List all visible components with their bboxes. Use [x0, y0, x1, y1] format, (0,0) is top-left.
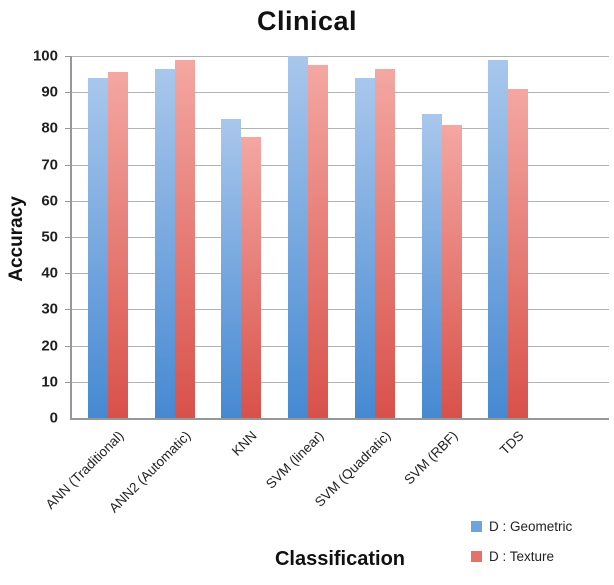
xtick-label-ann2-automatic: ANN2 (Automatic) [105, 428, 194, 516]
bar-tds-series-0 [488, 59, 509, 418]
ytick-mark-90 [65, 92, 72, 94]
gridline-y-10 [72, 381, 609, 383]
bar-svm-linear-series-1 [308, 65, 329, 418]
bar-knn-series-1 [241, 137, 262, 418]
bar-ann-traditional-series-0 [88, 77, 108, 418]
ytick-mark-40 [65, 273, 72, 275]
ytick-label-20: 20 [41, 337, 58, 355]
xtick-label-knn: KNN [229, 428, 260, 459]
gridline-y-40 [72, 273, 609, 275]
bar-svm-rbf-series-0 [421, 113, 442, 418]
gridline-y-20 [72, 345, 609, 347]
bar-ann2-automatic-series-0 [154, 68, 175, 418]
ytick-mark-10 [65, 381, 72, 383]
gridline-y-100 [72, 56, 609, 57]
ytick-mark-100 [65, 56, 72, 57]
bar-tds-series-1 [508, 88, 529, 418]
legend-item-0: D : Geometric [471, 519, 572, 534]
gridline-y-90 [72, 92, 609, 94]
gridline-y-30 [72, 309, 609, 311]
y-axis-title: Accuracy [6, 196, 27, 282]
xtick-label-svm-quadratic: SVM (Quadratic) [311, 428, 394, 510]
gridline-y-80 [72, 128, 609, 130]
ytick-label-30: 30 [41, 300, 58, 318]
xtick-label-svm-rbf: SVM (RBF) [400, 428, 461, 488]
chart-title: Clinical [256, 6, 358, 36]
bar-svm-quadratic-series-0 [354, 77, 375, 418]
bar-ann-traditional-series-1 [108, 72, 128, 418]
bar-svm-quadratic-series-1 [374, 68, 395, 418]
ytick-label-10: 10 [41, 373, 58, 391]
legend-swatch-icon [471, 551, 482, 562]
bar-knn-series-0 [221, 119, 242, 418]
ytick-mark-20 [65, 345, 72, 347]
x-axis-title: Classification [274, 548, 406, 570]
ytick-mark-60 [65, 200, 72, 202]
ytick-mark-80 [65, 128, 72, 130]
ytick-label-100: 100 [32, 47, 58, 65]
bar-svm-rbf-series-1 [441, 124, 462, 418]
ytick-mark-30 [65, 309, 72, 311]
plot-area: 0 10 20 30 40 50 60 70 80 90 100 ANN (Traditional) A… [33, 48, 609, 516]
legend-label: D : Texture [489, 549, 555, 564]
legend-item-1: D : Texture [471, 549, 572, 564]
ytick-label-80: 80 [41, 119, 58, 137]
gridline-y-70 [72, 164, 609, 166]
ytick-label-90: 90 [41, 83, 58, 101]
ytick-label-40: 40 [41, 264, 58, 282]
gridline-y-60 [72, 200, 609, 202]
chart-legend: D : Geometric D : Texture [471, 519, 572, 564]
xtick-label-svm-linear: SVM (linear) [263, 428, 327, 492]
legend-swatch-icon [471, 521, 482, 532]
xtick-label-ann-traditional: ANN (Traditional) [42, 428, 127, 512]
ytick-label-70: 70 [41, 156, 58, 174]
ytick-mark-70 [65, 164, 72, 166]
gridline-y-50 [72, 237, 609, 238]
bar-svm-linear-series-0 [288, 56, 309, 418]
ytick-mark-50 [65, 237, 72, 238]
bar-ann2-automatic-series-1 [174, 59, 195, 418]
ytick-label-0: 0 [49, 409, 58, 427]
ytick-label-60: 60 [41, 192, 58, 210]
ytick-label-50: 50 [41, 228, 58, 246]
legend-label: D : Geometric [489, 519, 573, 534]
